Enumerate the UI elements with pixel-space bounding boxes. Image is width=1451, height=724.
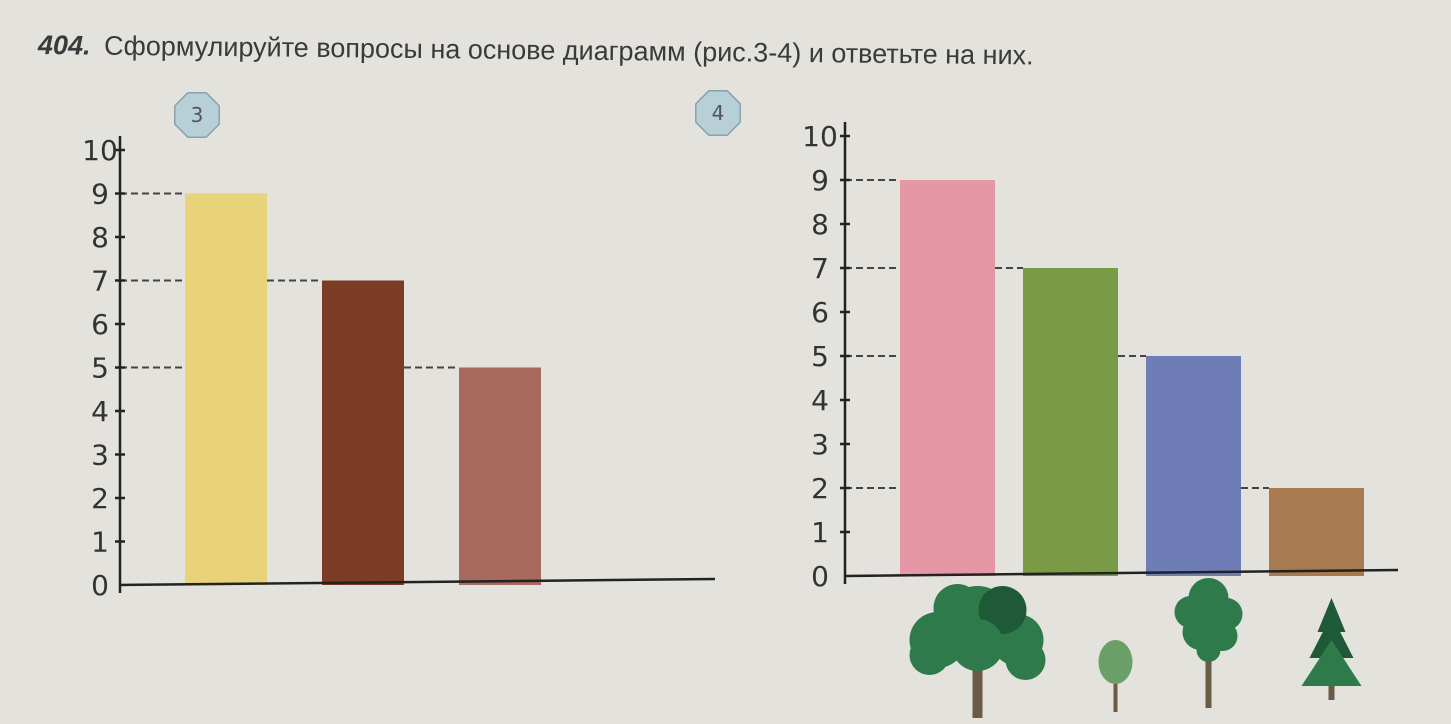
x-axis	[844, 568, 1399, 578]
y-tick-label: 2	[811, 472, 829, 505]
y-tick-label: 8	[811, 208, 829, 241]
figure-badge	[174, 92, 220, 138]
y-tick-label: 1	[91, 526, 109, 559]
y-tick-label: 2	[91, 482, 109, 515]
figure-label: 3	[191, 103, 204, 127]
y-tick-label: 3	[91, 439, 109, 472]
x-axis	[119, 577, 716, 587]
y-tick-label: 7	[91, 265, 109, 298]
bar	[1269, 488, 1364, 576]
bar	[185, 193, 267, 585]
y-tick-label: 1	[811, 516, 829, 549]
bar	[1023, 268, 1118, 576]
y-tick-label: 9	[91, 178, 109, 211]
oak-tree-icon	[909, 584, 1046, 718]
y-tick-label: 5	[91, 352, 109, 385]
chart-4: 4 0 1 2 3 4 5 6 7 8 9 10	[695, 90, 1399, 593]
chart-3: 3 0 1 2 3 4 5 6 7 8 9 10	[82, 92, 716, 602]
y-tick-label: 4	[811, 384, 829, 417]
y-tick-label: 0	[91, 569, 109, 602]
y-tick-label: 6	[811, 296, 829, 329]
y-tick-label: 5	[811, 340, 829, 373]
y-tick-label: 4	[91, 395, 109, 428]
figure-label: 4	[712, 101, 725, 125]
fir-tree-icon	[1301, 598, 1362, 700]
tree-icons	[909, 578, 1362, 718]
bar	[900, 180, 995, 576]
y-tick-label: 6	[91, 308, 109, 341]
y-tick-label: 9	[811, 164, 829, 197]
bar	[322, 280, 404, 585]
small-tree-icon	[1098, 640, 1133, 712]
bar	[1146, 356, 1241, 576]
y-tick-label: 3	[811, 428, 829, 461]
bar	[459, 367, 541, 585]
y-tick-label: 10	[802, 120, 838, 153]
y-tick-label: 10	[82, 134, 118, 167]
y-tick-label: 8	[91, 221, 109, 254]
y-tick-label: 0	[811, 560, 829, 593]
y-tick-label: 7	[811, 252, 829, 285]
figure-badge	[695, 90, 741, 136]
pine-tree-icon	[1174, 578, 1243, 708]
